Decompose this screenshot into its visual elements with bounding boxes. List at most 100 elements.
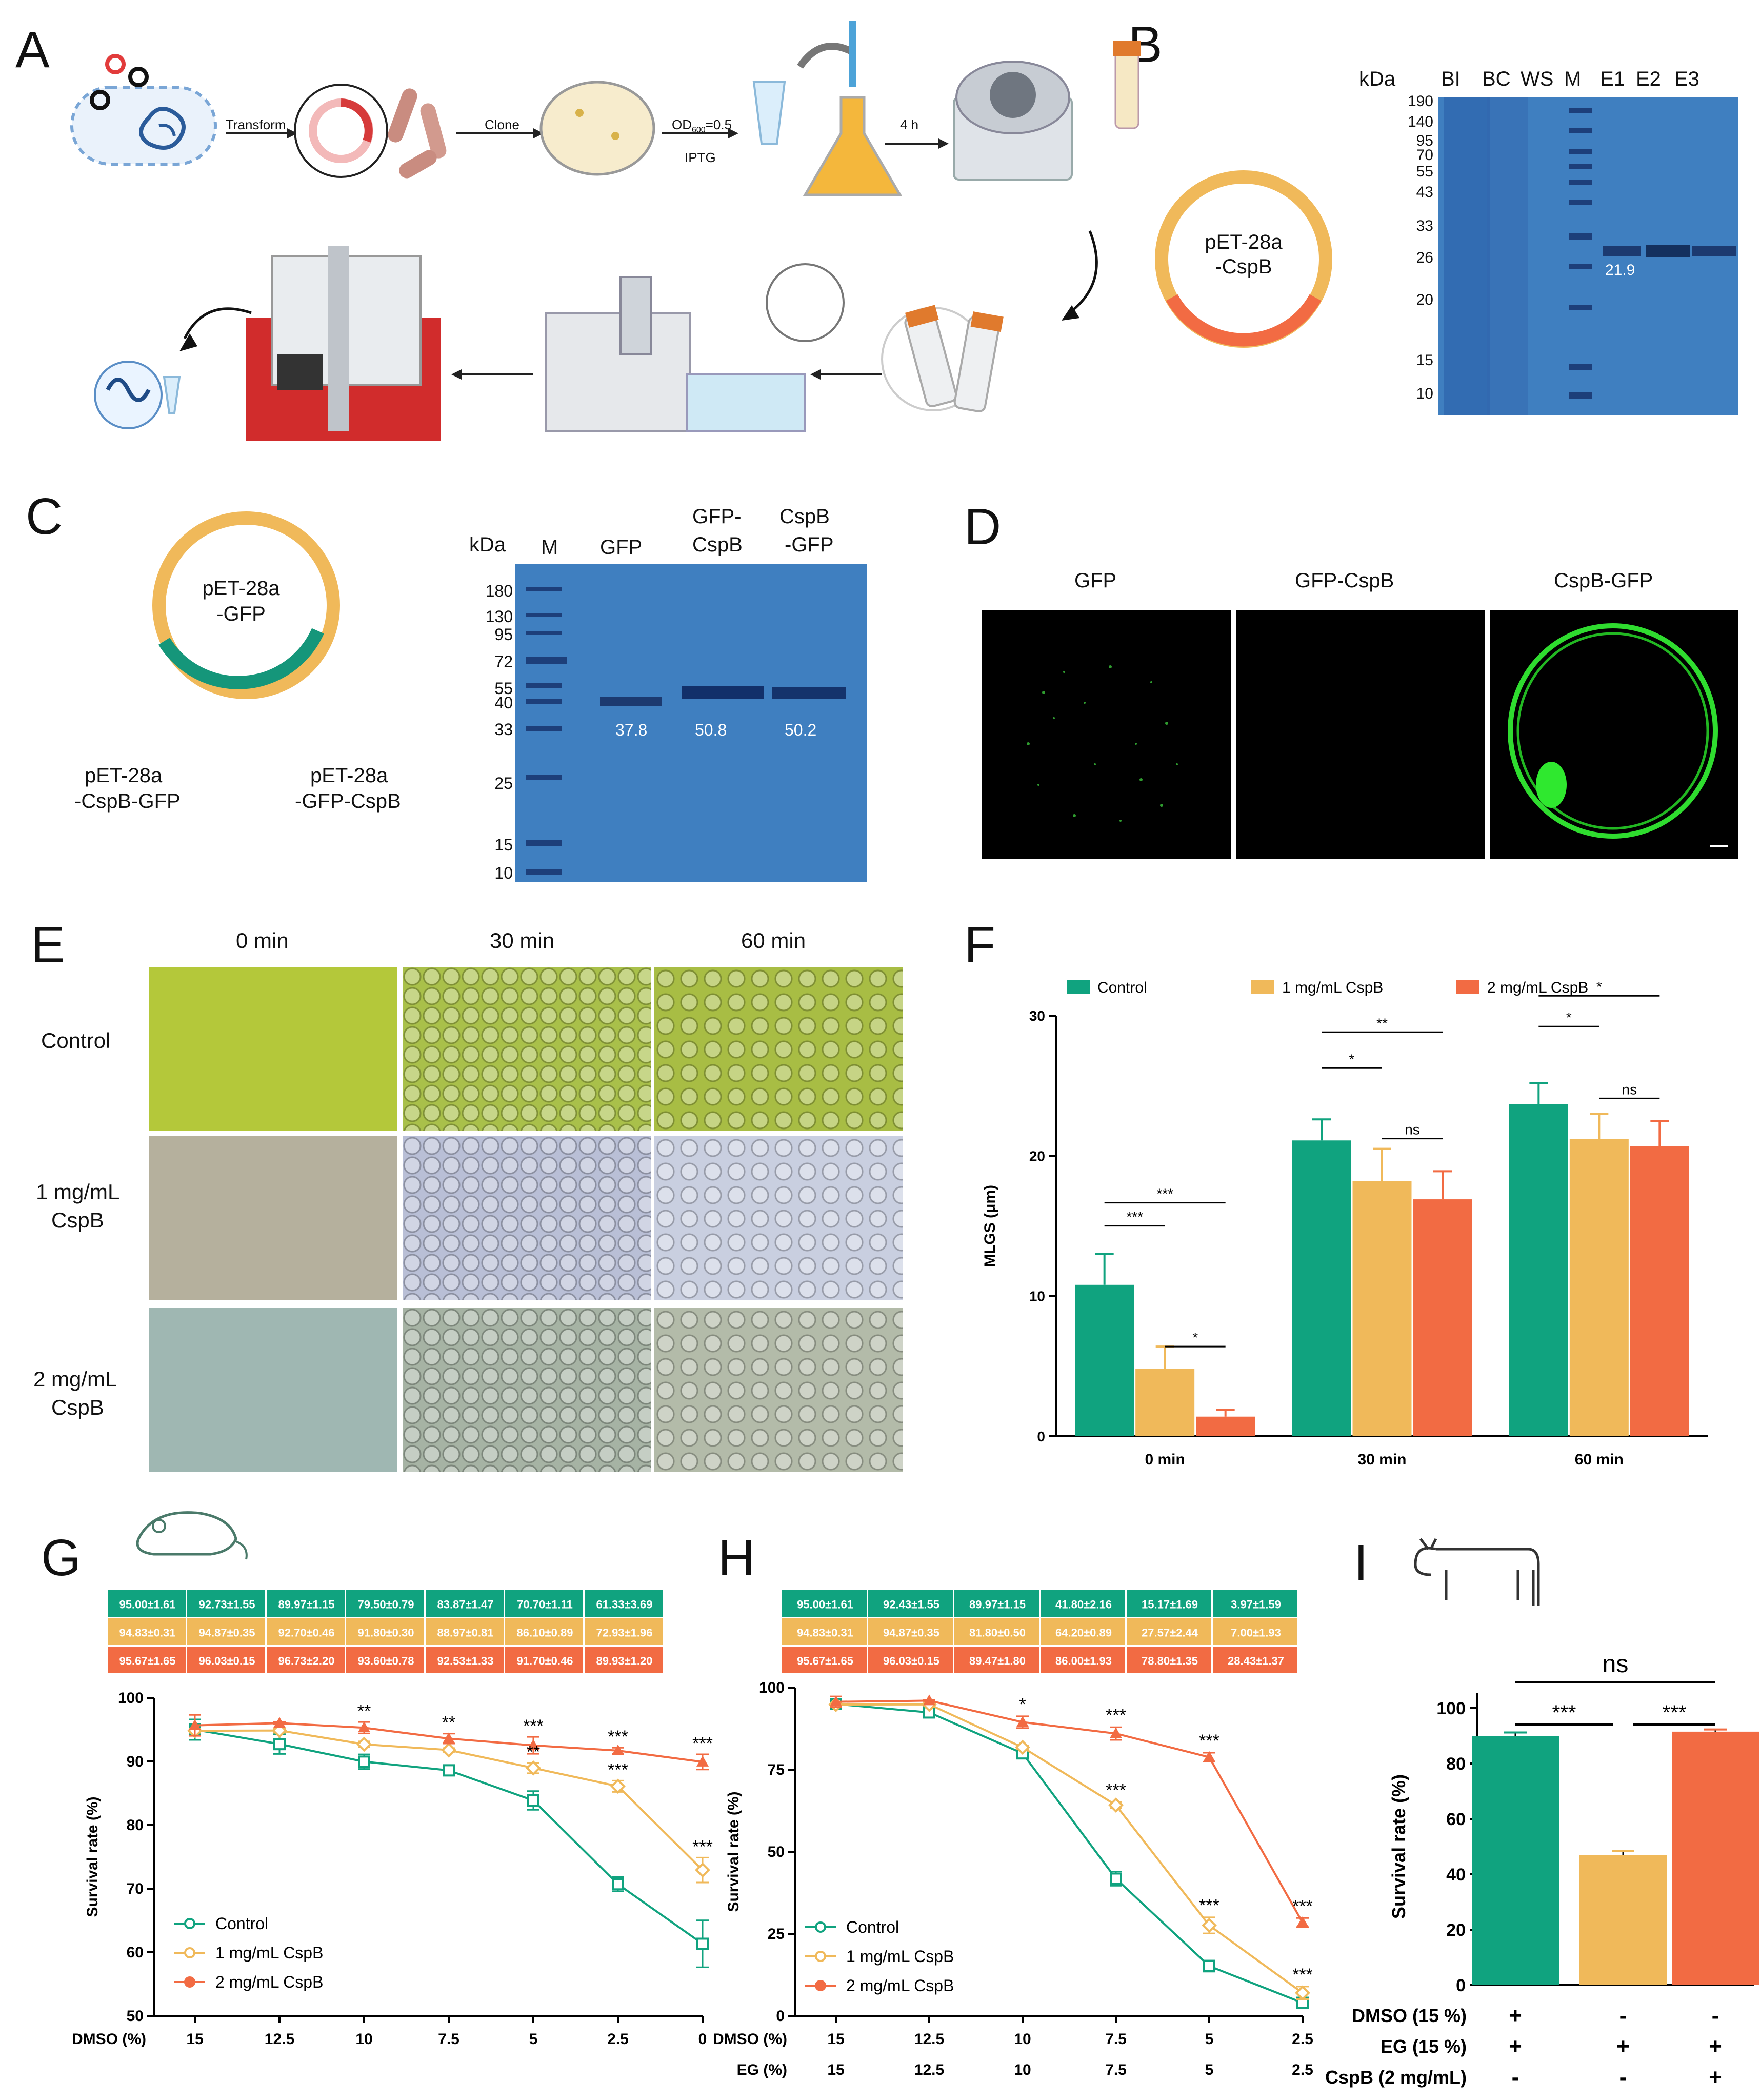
f-category-label: 0 min bbox=[1145, 1451, 1185, 1468]
table-cell: 70.70±1.11 bbox=[517, 1598, 573, 1611]
h-sig-label: *** bbox=[1292, 1896, 1313, 1916]
table-cell-bg bbox=[1041, 1590, 1125, 1617]
f-sig-label: *** bbox=[1126, 1209, 1143, 1225]
table-cell: 89.93±1.20 bbox=[596, 1655, 653, 1668]
series-line bbox=[835, 1703, 1303, 2004]
micrograph-gfp-cspb bbox=[1236, 610, 1485, 859]
panel-letter-h: H bbox=[718, 1529, 755, 1587]
petri-dish-icon bbox=[539, 81, 655, 176]
ytick-label: 0 bbox=[776, 2008, 785, 2025]
point-marker bbox=[1202, 1917, 1217, 1933]
i-condition-sign: + bbox=[1509, 2003, 1522, 2028]
g-sig-label: *** bbox=[608, 1727, 628, 1747]
micrograph-cspb-gfp bbox=[1490, 610, 1738, 859]
gel-b-lane-e3: E3 bbox=[1674, 68, 1699, 90]
lane-c-m: M bbox=[541, 536, 558, 559]
lane-c-gfpcspb-2: CspB bbox=[692, 533, 743, 556]
lane-c-gfpcspb-1: GFP- bbox=[692, 505, 742, 528]
ice-photo-r1-c2 bbox=[403, 967, 651, 1131]
point-marker bbox=[527, 1739, 539, 1750]
xtick-label-eg: 7.5 bbox=[1105, 2062, 1127, 2078]
ytick-label: 50 bbox=[127, 2008, 144, 2025]
f-legend-swatch bbox=[1067, 980, 1090, 994]
legend-marker bbox=[815, 1921, 826, 1933]
table-cell: 96.73±2.20 bbox=[278, 1655, 335, 1668]
table-cell-bg bbox=[426, 1590, 504, 1617]
xtick-label: 7.5 bbox=[438, 2031, 459, 2048]
point-marker bbox=[358, 1721, 370, 1733]
table-cell-bg bbox=[346, 1618, 424, 1645]
g-sig-label: ** bbox=[357, 1701, 371, 1721]
series-line bbox=[835, 1699, 1304, 1924]
chart-i: 0 20 40 60 80 100 Survival rate (%) ns *** *** DMS… bbox=[1325, 1651, 1759, 2090]
ytick-label: 60 bbox=[127, 1944, 144, 1961]
i-ytick-label: 60 bbox=[1446, 1810, 1466, 1829]
ytick-label: 25 bbox=[768, 1926, 785, 1943]
i-bar bbox=[1672, 1731, 1759, 1985]
gel-b-lane-m: M bbox=[1564, 68, 1582, 90]
i-condition-sign: - bbox=[1512, 2065, 1519, 2090]
point-marker bbox=[356, 1736, 372, 1752]
gel-b-lane-ws: WS bbox=[1521, 68, 1554, 90]
xtick-label: 0 bbox=[698, 2031, 707, 2048]
construct1-line2: -CspB-GFP bbox=[74, 790, 181, 813]
ice-photo-r3-c3 bbox=[654, 1308, 903, 1472]
i-bar bbox=[1472, 1736, 1559, 1985]
x-axis-label: DMSO (%) bbox=[713, 2031, 787, 2048]
gel-c-marker-40: 40 bbox=[494, 694, 513, 712]
x-axis-label: DMSO (%) bbox=[72, 2031, 146, 2048]
i-sig-label: *** bbox=[1552, 1701, 1576, 1724]
i-y-label: Survival rate (%) bbox=[1388, 1774, 1409, 1919]
gel-b-marker-140: 140 bbox=[1407, 113, 1433, 130]
f-legend-swatch bbox=[1456, 980, 1479, 994]
xtick-label: 10 bbox=[355, 2031, 372, 2048]
table-cell: 72.93±1.96 bbox=[596, 1627, 653, 1639]
lane-c-cspbgfp-2: -GFP bbox=[785, 533, 834, 556]
gel-c-marker-55: 55 bbox=[494, 679, 513, 698]
table-cell-bg bbox=[1213, 1647, 1297, 1673]
point-marker bbox=[273, 1738, 286, 1751]
i-condition-sign: - bbox=[1619, 2065, 1627, 2090]
legend-marker bbox=[184, 1976, 195, 1988]
legend-label: 1 mg/mL CspB bbox=[215, 1944, 323, 1962]
h-sig-label: *** bbox=[1106, 1780, 1126, 1800]
sonicator-icon bbox=[545, 312, 691, 432]
kda-label-b: kDa bbox=[1359, 68, 1396, 90]
i-condition-sign: + bbox=[1709, 2065, 1722, 2090]
point-marker bbox=[612, 1878, 624, 1891]
ice-photo-r1-c3 bbox=[654, 967, 903, 1131]
table-cell-bg bbox=[426, 1618, 504, 1645]
gel-b-marker-20: 20 bbox=[1416, 291, 1433, 308]
panel-letter-d: D bbox=[964, 498, 1002, 556]
gel-c-marker-25: 25 bbox=[494, 774, 513, 793]
f-category-label: 60 min bbox=[1575, 1451, 1624, 1468]
table-cell: 86.00±1.93 bbox=[1055, 1655, 1112, 1668]
table-cell-bg bbox=[782, 1590, 867, 1617]
table-cell: 95.00±1.61 bbox=[797, 1598, 853, 1611]
legend-marker bbox=[815, 1951, 826, 1962]
xtick-label: 15 bbox=[827, 2031, 844, 2048]
point-marker bbox=[443, 1764, 455, 1777]
i-sig-label: *** bbox=[1663, 1701, 1687, 1724]
i-condition-label: DMSO (15 %) bbox=[1352, 2005, 1467, 2026]
f-bar bbox=[1075, 1284, 1134, 1436]
legend-marker bbox=[815, 1980, 826, 1991]
f-sig-label: ns bbox=[1622, 1081, 1637, 1097]
table-cell-bg bbox=[782, 1647, 867, 1673]
table-cell: 96.03±0.15 bbox=[199, 1655, 255, 1668]
purified-protein-icon bbox=[94, 361, 163, 429]
xtick-label: 15 bbox=[186, 2031, 203, 2048]
i-condition-sign: + bbox=[1509, 2034, 1522, 2059]
xtick-label: 2.5 bbox=[607, 2031, 629, 2048]
table-cell-bg bbox=[426, 1647, 504, 1673]
xtick-label: 2.5 bbox=[1292, 2031, 1313, 2048]
table-cell-bg bbox=[868, 1590, 953, 1617]
panel-letter-e: E bbox=[31, 916, 65, 974]
point-marker bbox=[1296, 1916, 1309, 1928]
cspb-gfp-ring bbox=[1508, 623, 1728, 847]
table-cell: 95.67±1.65 bbox=[797, 1655, 853, 1668]
table-cell: 88.97±0.81 bbox=[437, 1627, 494, 1639]
f-legend-swatch bbox=[1251, 980, 1274, 994]
gel-b-marker-33: 33 bbox=[1416, 217, 1433, 234]
table-cell: 89.97±1.15 bbox=[278, 1598, 335, 1611]
